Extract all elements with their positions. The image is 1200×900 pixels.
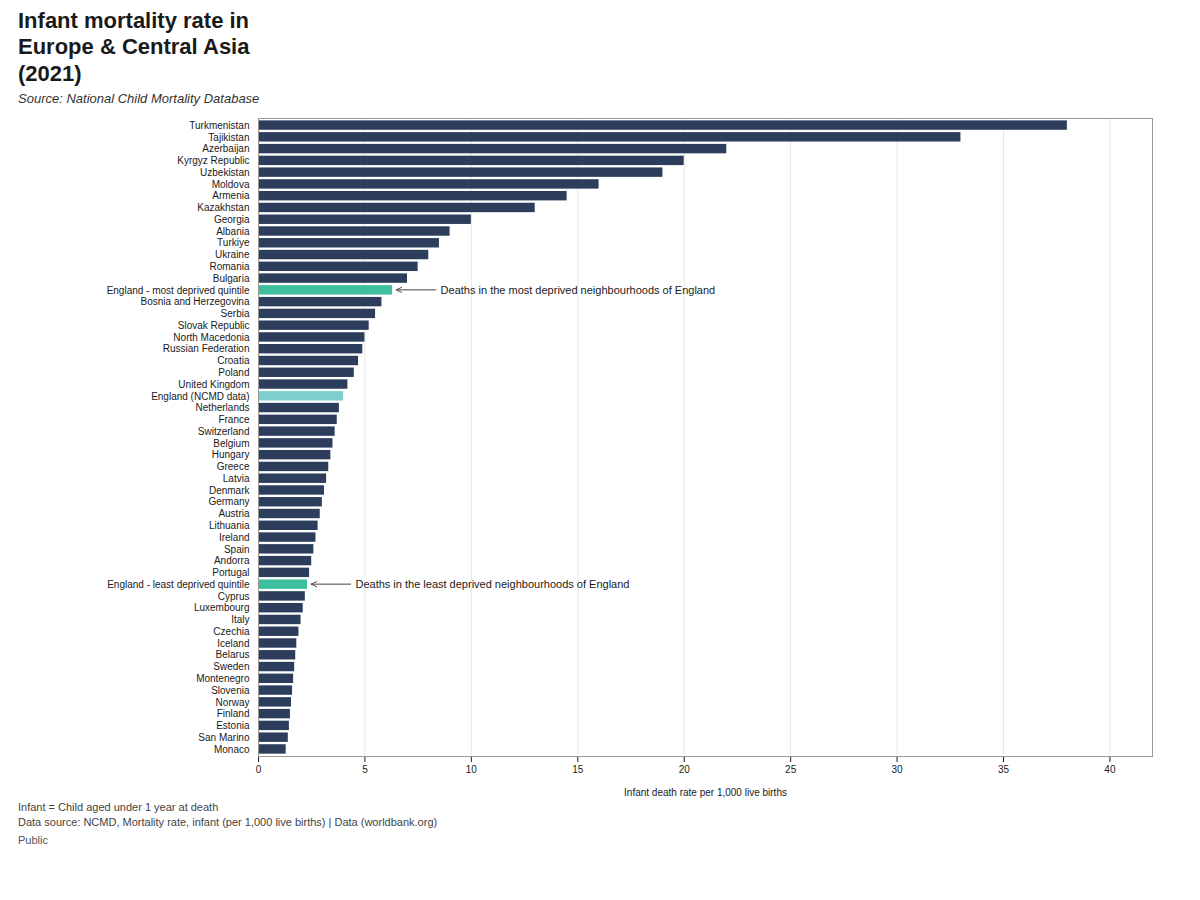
svg-text:Ukraine: Ukraine — [215, 249, 250, 260]
svg-text:Ireland: Ireland — [219, 532, 250, 543]
svg-text:Bosnia and Herzegovina: Bosnia and Herzegovina — [141, 297, 250, 308]
svg-text:Montenegro: Montenegro — [196, 673, 250, 684]
svg-text:5: 5 — [362, 764, 368, 775]
svg-text:40: 40 — [1104, 764, 1116, 775]
svg-text:Spain: Spain — [224, 544, 250, 555]
svg-text:Czechia: Czechia — [213, 626, 250, 637]
svg-text:Lithuania: Lithuania — [209, 520, 250, 531]
svg-text:United Kingdom: United Kingdom — [178, 379, 249, 390]
svg-text:Iceland: Iceland — [217, 638, 249, 649]
svg-text:Norway: Norway — [216, 697, 250, 708]
html-text:Data source: NCMD, Mortality r: Data source: NCMD, Mortality rate, infan… — [18, 816, 438, 828]
svg-text:Netherlands: Netherlands — [196, 402, 250, 413]
svg-text:Deaths in the most deprived ne: Deaths in the most deprived neighbourhoo… — [441, 284, 716, 296]
svg-text:Sweden: Sweden — [213, 661, 249, 672]
svg-text:Hungary: Hungary — [212, 450, 250, 461]
svg-text:Belarus: Belarus — [216, 650, 250, 661]
svg-text:Finland: Finland — [217, 708, 250, 719]
svg-text:England - least deprived quint: England - least deprived quintile — [107, 579, 250, 590]
html-text:Source: National Child Mortali: Source: National Child Mortality Databas… — [18, 91, 260, 107]
svg-text:10: 10 — [466, 764, 478, 775]
svg-text:Croatia: Croatia — [217, 355, 250, 366]
svg-text:30: 30 — [892, 764, 904, 775]
svg-text:Latvia: Latvia — [223, 473, 250, 484]
svg-text:Armenia: Armenia — [212, 191, 250, 202]
svg-text:Austria: Austria — [218, 508, 250, 519]
svg-text:England - most deprived quinti: England - most deprived quintile — [107, 285, 250, 296]
svg-text:Monaco: Monaco — [214, 744, 250, 755]
svg-text:Serbia: Serbia — [221, 308, 250, 319]
svg-text:Russian Federation: Russian Federation — [163, 344, 250, 355]
svg-text:Belgium: Belgium — [213, 438, 249, 449]
svg-text:Tajikistan: Tajikistan — [208, 132, 249, 143]
svg-text:France: France — [218, 414, 250, 425]
svg-text:Kazakhstan: Kazakhstan — [197, 202, 249, 213]
svg-text:Romania: Romania — [209, 261, 249, 272]
svg-text:Poland: Poland — [218, 367, 249, 378]
svg-text:Uzbekistan: Uzbekistan — [200, 167, 249, 178]
svg-text:35: 35 — [998, 764, 1010, 775]
svg-text:Slovenia: Slovenia — [211, 685, 250, 696]
html-text:Infant mortality rate in Europ: Infant mortality rate in Europe & Centra… — [18, 8, 250, 86]
svg-text:Georgia: Georgia — [214, 214, 250, 225]
svg-text:25: 25 — [785, 764, 797, 775]
svg-text:Switzerland: Switzerland — [198, 426, 250, 437]
html-text:Infant = Child aged under 1 ye: Infant = Child aged under 1 year at deat… — [18, 801, 219, 814]
svg-text:Kyrgyz Republic: Kyrgyz Republic — [177, 155, 249, 166]
svg-text:San Marino: San Marino — [198, 732, 250, 743]
svg-text:Slovak Republic: Slovak Republic — [178, 320, 250, 331]
svg-text:Turkiye: Turkiye — [217, 238, 250, 249]
svg-text:Estonia: Estonia — [216, 720, 250, 731]
svg-text:Bulgaria: Bulgaria — [213, 273, 250, 284]
svg-text:15: 15 — [572, 764, 584, 775]
svg-text:Azerbaijan: Azerbaijan — [202, 143, 249, 154]
svg-text:Italy: Italy — [231, 614, 249, 625]
svg-text:Andorra: Andorra — [214, 555, 250, 566]
svg-text:0: 0 — [256, 764, 262, 775]
svg-text:20: 20 — [679, 764, 691, 775]
svg-text:Turkmenistan: Turkmenistan — [189, 120, 249, 131]
svg-text:Cyprus: Cyprus — [218, 591, 250, 602]
html-text:Public: Public — [18, 833, 48, 846]
svg-text:Infant death rate per 1,000 li: Infant death rate per 1,000 live births — [624, 787, 787, 798]
svg-text:Luxembourg: Luxembourg — [194, 603, 250, 614]
svg-text:Deaths in the least deprived n: Deaths in the least deprived neighbourho… — [355, 578, 629, 590]
svg-text:Germany: Germany — [208, 497, 249, 508]
svg-text:Denmark: Denmark — [209, 485, 251, 496]
svg-text:Portugal: Portugal — [212, 567, 249, 578]
svg-text:Greece: Greece — [217, 461, 250, 472]
svg-text:Albania: Albania — [216, 226, 250, 237]
svg-text:England (NCMD data): England (NCMD data) — [151, 391, 249, 402]
svg-text:Moldova: Moldova — [212, 179, 250, 190]
svg-text:North Macedonia: North Macedonia — [173, 332, 250, 343]
